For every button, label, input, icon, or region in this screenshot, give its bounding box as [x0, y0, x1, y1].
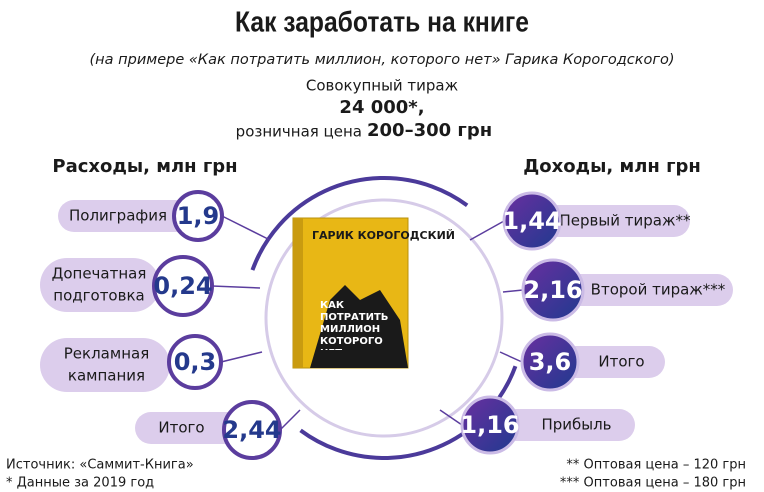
connectors — [211, 215, 524, 431]
income-value: 2,16 — [523, 276, 582, 304]
price-value: 200–300 грн — [367, 120, 492, 141]
book-cover: ГАРИК КОРОГОДСКИЙ КАК ПОТРАТИТЬ МИЛЛИОН … — [292, 217, 455, 369]
expense-value: 0,24 — [153, 272, 212, 300]
value-circle — [167, 334, 223, 390]
label-pill — [40, 338, 170, 392]
income-value: 1,16 — [460, 411, 519, 439]
circulation-value: 24 000*, — [339, 97, 424, 118]
label-pill — [540, 205, 690, 237]
expense-value: 0,3 — [174, 348, 217, 376]
note: *** Оптовая цена – 180 грн — [560, 476, 746, 491]
income-value: 3,6 — [529, 348, 572, 376]
value-circle — [460, 395, 520, 455]
ring-inner — [264, 198, 504, 438]
value-circle — [520, 332, 580, 392]
book-title-wrap: КАК ПОТРАТИТЬ МИЛЛИОН КОТОРОГО НЕТ — [320, 300, 389, 350]
title: Как заработать на книге — [235, 6, 529, 38]
label-pill — [135, 412, 245, 444]
label-pill — [58, 200, 198, 232]
expense-label: подготовка — [53, 287, 144, 305]
income: Первый тираж**1,44 Второй тираж*** 2,16 Ито… — [460, 191, 733, 455]
value-circle — [152, 255, 214, 317]
income-label: Второй тираж*** — [591, 281, 726, 299]
expenses-title: Расходы, млн грн — [52, 156, 237, 177]
label-pill — [40, 258, 160, 312]
circulation-label: Совокупный тираж — [306, 77, 458, 95]
price-label: розничная цена — [236, 123, 362, 141]
expense-label: Итого — [158, 419, 204, 437]
label-pill — [560, 346, 665, 378]
expense-label: Полиграфия — [69, 207, 167, 225]
value-circle — [521, 258, 585, 322]
label-pill — [560, 274, 733, 306]
expenses: Полиграфия 1,9 Допечатная подготовка 0,24 Рек… — [40, 190, 282, 460]
label-pill — [500, 409, 635, 441]
income-label: Первый тираж** — [560, 212, 691, 230]
value-circle — [222, 400, 282, 460]
expense-label: кампания — [68, 367, 145, 385]
note: ** Оптовая цена – 120 грн — [566, 458, 746, 473]
subtitle: (на примере «Как потратить миллион, кото… — [90, 52, 675, 68]
income-label: Прибыль — [541, 416, 611, 434]
note: * Данные за 2019 год — [6, 476, 154, 491]
book-title: КАК ПОТРАТИТЬ МИЛЛИОН КОТОРОГО НЕТ — [320, 300, 389, 350]
expense-value: 2,44 — [222, 416, 281, 444]
value-circle — [172, 190, 224, 242]
income-value: 1,44 — [502, 207, 561, 235]
expense-value: 1,9 — [177, 202, 220, 230]
source: Источник: «Саммит-Книга» — [6, 458, 194, 473]
expense-label: Допечатная — [52, 265, 147, 283]
ring-outer — [242, 176, 526, 460]
expense-label: Рекламная — [64, 345, 149, 363]
income-label: Итого — [598, 353, 644, 371]
value-circle — [502, 191, 562, 251]
income-title: Доходы, млн грн — [523, 156, 701, 177]
book-author: ГАРИК КОРОГОДСКИЙ — [312, 229, 455, 242]
